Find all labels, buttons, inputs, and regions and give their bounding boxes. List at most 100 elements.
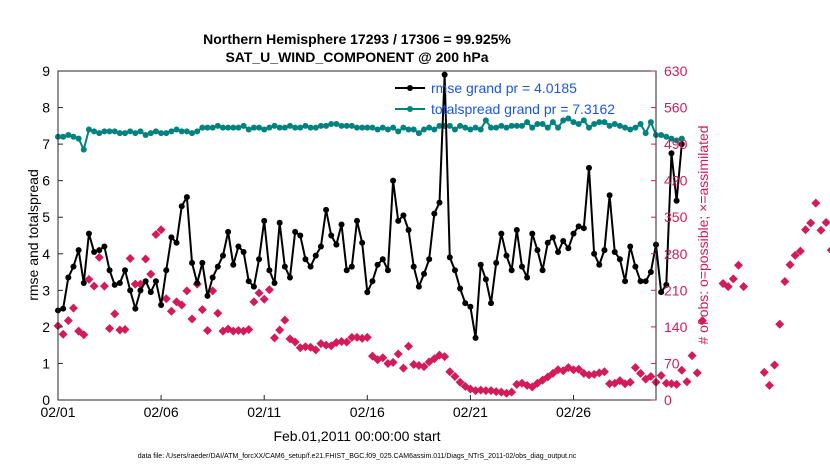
y-tick-label-left: 6 [42,173,50,189]
totalspread-point [472,124,479,131]
obs-count-point [450,372,460,381]
obs-count-point [692,368,702,378]
x-tick-label: 02/21 [453,404,488,420]
y-tick-label-right: 420 [664,173,688,189]
totalspread-point [575,121,582,128]
obs-count-point [728,274,738,284]
rmse-point [189,259,196,266]
rmse-point [642,278,649,285]
obs-count-point [770,360,780,370]
y-axis-right: 0 70 140 210 280 350 420 490 560 630 [651,63,688,408]
obs-count-point [254,288,264,298]
totalspread-point [616,122,623,129]
rmse-point [431,210,438,217]
totalspread-point [271,122,278,129]
totalspread-point [518,122,525,129]
totalspread-point [477,126,484,133]
chart-title: Northern Hemisphere 17293 / 17306 = 99.9… [203,31,511,47]
obs-count-point [347,332,357,342]
totalspread-point [431,126,438,133]
rmse-point [503,252,510,259]
totalspread-point [663,133,670,140]
obs-count-point [388,357,398,367]
rmse-point [60,305,67,312]
obs-count-point [677,365,687,375]
totalspread-point [421,126,428,133]
totalspread-point [503,124,510,131]
rmse-point [513,227,520,234]
y-tick-label-left: 2 [42,319,50,335]
y-tick-label-right: 560 [664,100,688,116]
rmse-point [606,192,613,199]
obs-count-point [58,329,68,339]
rmse-point [632,263,639,270]
totalspread-point [96,130,103,137]
obs-count-point [455,377,465,387]
rmse-point [333,241,340,248]
totalspread-point [426,124,433,131]
legend-rmse-label: rmse grand pr = 4.0185 [431,80,577,96]
totalspread-point [601,119,608,126]
totalspread-point [606,122,613,129]
obs-count-point [759,367,769,377]
obs-count-point [156,225,166,235]
rmse-point [214,263,221,270]
rmse-point [539,267,546,274]
totalspread-point [142,131,149,138]
rmse-point [374,261,381,268]
obs-count-point [213,308,223,318]
obs-count-point [419,362,429,372]
totalspread-point [317,122,324,129]
rmse-point [75,247,82,254]
obs-count-point [146,269,156,279]
totalspread-point [250,124,257,131]
rmse-point [178,203,185,210]
totalspread-point [529,124,536,131]
rmse-point [436,199,443,206]
obs-count-point [105,323,115,333]
rmse-point [580,225,587,232]
totalspread-point [658,131,665,138]
obs-count-point [775,319,785,329]
totalspread-point [508,122,515,129]
x-tick-label: 02/06 [144,404,179,420]
rmse-point [601,247,608,254]
totalspread-point [91,128,98,135]
rmse-point [534,247,541,254]
obs-count-point [337,337,347,347]
totalspread-point [261,126,268,133]
totalspread-point [137,128,144,135]
obs-count-point [630,363,640,373]
totalspread-point [513,122,520,129]
obs-count-point [342,337,352,347]
rmse-point [482,276,489,283]
rmse-point [281,263,288,270]
obs-count-point [290,337,300,347]
x-tick-label: 02/11 [247,404,281,420]
totalspread-point [219,124,226,131]
rmse-point [80,280,87,287]
plot-frame [57,70,657,401]
rmse-point [462,300,469,307]
totalspread-point [116,130,123,137]
obs-count-point [739,282,749,292]
rmse-point [101,243,108,250]
obs-count-point [228,326,238,336]
totalspread-point [194,128,201,135]
totalspread-point [302,122,309,129]
obs-count-point [481,386,491,396]
obs-count-point [471,386,481,396]
rmse-point [555,248,562,255]
rmse-point [286,274,293,281]
obs-count-point [398,363,408,373]
rmse-point [173,239,180,246]
totalspread-point [111,128,118,135]
rmse-point [410,263,417,270]
obs-count-point [476,385,486,395]
rmse-point [544,239,551,246]
rmse-point [529,230,536,237]
totalspread-point [410,126,417,133]
totalspread-point [328,121,335,128]
totalspread-point [524,119,531,126]
rmse-point [307,263,314,270]
